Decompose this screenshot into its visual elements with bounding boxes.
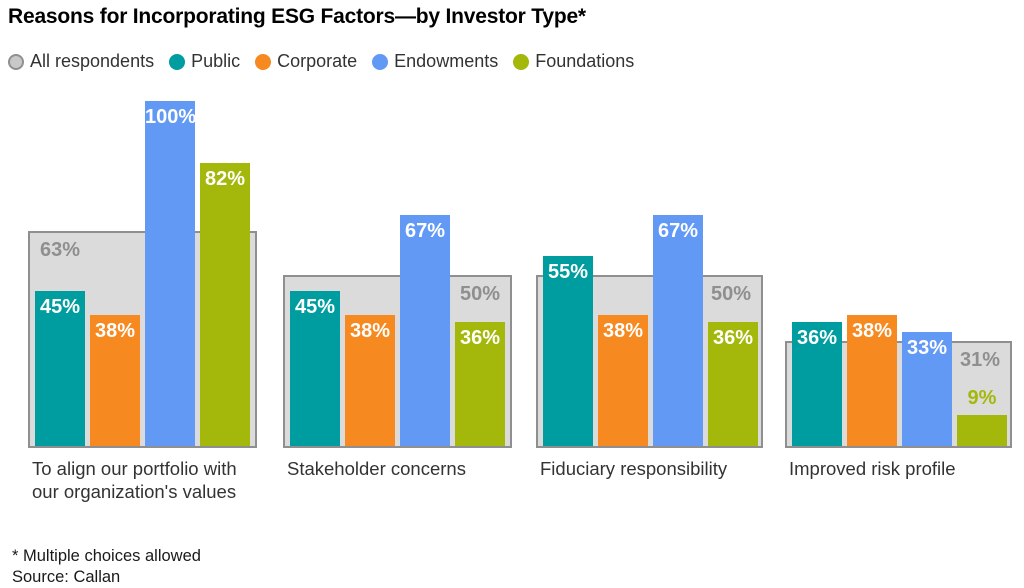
legend-label-foundations: Foundations: [535, 51, 635, 71]
bar-value-label: 9%: [967, 387, 997, 409]
chart-title: Reasons for Incorporating ESG Factors—by…: [8, 5, 586, 28]
bar-endowments: 33%: [902, 332, 952, 446]
bar-value-label: 45%: [294, 296, 336, 318]
legend: All respondents Public Corporate Endowments…: [8, 51, 634, 72]
category-label: To align our portfolio with our organiza…: [32, 458, 237, 502]
legend-swatch-endowments-icon: [372, 53, 389, 70]
bar-endowments: 100%: [145, 101, 197, 446]
legend-label-all: All respondents: [30, 51, 155, 71]
bar-value-label: 33%: [906, 337, 948, 359]
all-respondents-value-label: 50%: [459, 283, 500, 305]
bar-value-label: 36%: [459, 327, 501, 349]
legend-item-foundations: Foundations: [513, 51, 634, 72]
bar-value-label: 67%: [657, 220, 699, 242]
legend-swatch-foundations-icon: [513, 53, 530, 70]
bar-public: 55%: [543, 256, 593, 446]
bar-public: 45%: [290, 291, 340, 446]
bar-foundations: 36%: [708, 322, 758, 446]
legend-item-all: All respondents: [8, 51, 154, 72]
category-label: Improved risk profile: [789, 458, 956, 479]
legend-swatch-all-icon: [8, 53, 24, 70]
bar-corporate: 38%: [90, 315, 140, 446]
legend-item-public: Public: [169, 51, 240, 72]
bar-corporate: 38%: [598, 315, 648, 446]
footnotes: * Multiple choices allowed Source: Calla…: [12, 546, 201, 588]
legend-swatch-public-icon: [169, 53, 186, 70]
bar-value-label: 45%: [39, 296, 81, 318]
legend-label-endowments: Endowments: [394, 51, 499, 71]
bar-group-2: 50% 45% 38% 67% 36%: [283, 0, 512, 588]
bar-value-label: 82%: [204, 168, 246, 190]
bar-public: 45%: [35, 291, 85, 446]
bar-foundations: 9%: [957, 387, 1007, 446]
legend-item-corporate: Corporate: [255, 51, 357, 72]
bar-value-label: 36%: [796, 327, 838, 349]
bar-corporate: 38%: [847, 315, 897, 446]
bar-foundations: 36%: [455, 322, 505, 446]
bar-value-label: 38%: [349, 320, 391, 342]
bar-group-3: 50% 55% 38% 67% 36%: [536, 0, 763, 588]
bar-value-label: 38%: [602, 320, 644, 342]
category-label: Stakeholder concerns: [287, 458, 466, 479]
legend-label-corporate: Corporate: [277, 51, 358, 71]
bar-public: 36%: [792, 322, 842, 446]
bar-endowments: 67%: [653, 215, 703, 446]
bar-value-label: 38%: [94, 320, 136, 342]
bar-corporate: 38%: [345, 315, 395, 446]
bar-value-label: 55%: [547, 261, 589, 283]
legend-label-public: Public: [191, 51, 241, 71]
bar-endowments: 67%: [400, 215, 450, 446]
all-respondents-value-label: 63%: [40, 239, 81, 261]
bar-value-label: 100%: [145, 106, 197, 128]
bar-value-label: 67%: [404, 220, 446, 242]
all-respondents-value-label: 50%: [710, 283, 751, 305]
all-respondents-value-label: 31%: [959, 349, 1000, 371]
bar-value-label: 36%: [712, 327, 754, 349]
source-note: Source: Callan: [12, 568, 121, 586]
bar-foundations: 82%: [200, 163, 250, 446]
category-label: Fiduciary responsibility: [540, 458, 728, 479]
bar-value-label: 38%: [851, 320, 893, 342]
bar-group-1: 63% 45% 38% 100% 82%: [28, 0, 257, 588]
legend-item-endowments: Endowments: [372, 51, 498, 72]
footnote-multiple-choices: * Multiple choices allowed: [12, 547, 201, 565]
bar-group-4: 31% 36% 38% 33% 9%: [785, 0, 1012, 588]
legend-swatch-corporate-icon: [255, 53, 272, 70]
